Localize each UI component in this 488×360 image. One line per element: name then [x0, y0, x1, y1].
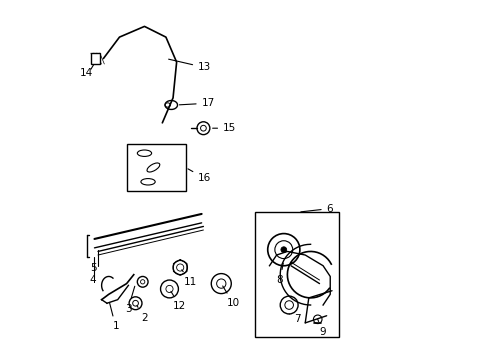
Text: 11: 11	[182, 270, 197, 287]
Circle shape	[281, 247, 286, 252]
Text: 1: 1	[109, 302, 119, 332]
Bar	[255, 212, 339, 337]
Text: 6: 6	[300, 203, 333, 213]
Text: 13: 13	[168, 59, 211, 72]
Text: 8: 8	[276, 263, 283, 285]
Text: 9: 9	[317, 319, 325, 337]
Text: 17: 17	[179, 98, 214, 108]
Text: 7: 7	[288, 314, 301, 324]
Text: 4: 4	[89, 275, 96, 285]
Text: 12: 12	[171, 291, 186, 311]
Bar	[91, 53, 100, 64]
Text: 5: 5	[90, 262, 97, 273]
Text: 2: 2	[137, 306, 147, 323]
Text: 10: 10	[222, 286, 239, 308]
Text: 15: 15	[212, 123, 236, 133]
Text: 3: 3	[124, 286, 135, 314]
Text: 14: 14	[80, 68, 93, 78]
Text: 16: 16	[187, 169, 211, 183]
Bar	[126, 144, 185, 191]
